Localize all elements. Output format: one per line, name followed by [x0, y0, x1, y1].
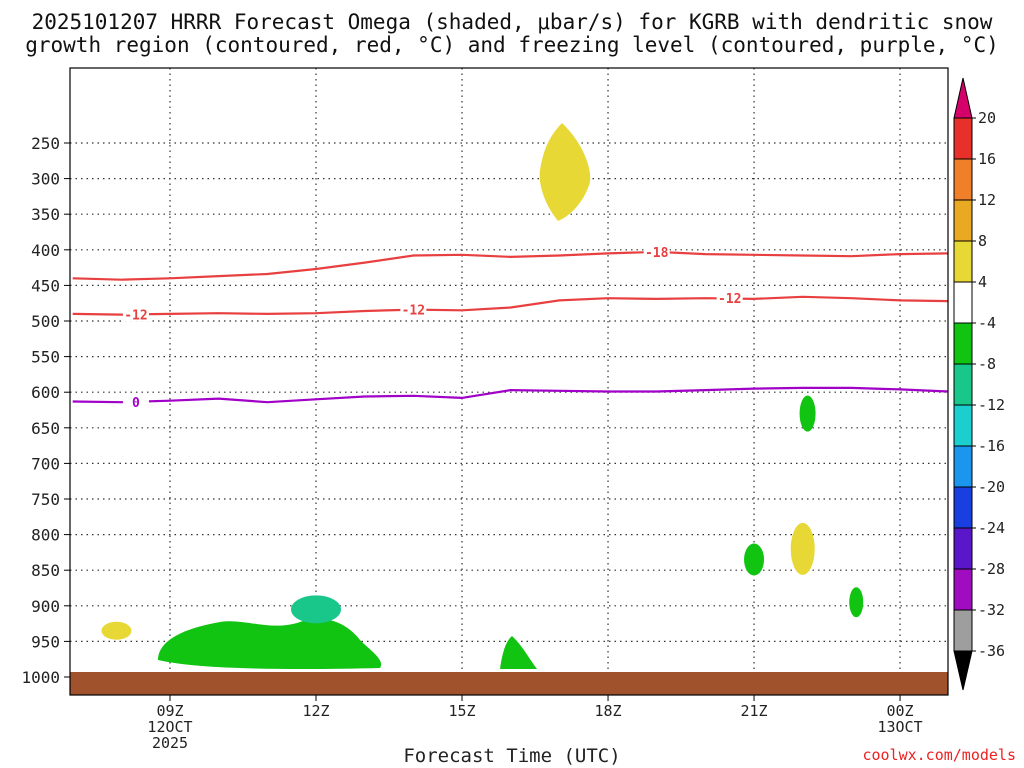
contour-label-2-0: 0 — [132, 396, 140, 411]
colorbar-label-10: -24 — [978, 519, 1005, 537]
omega-region-6 — [799, 395, 816, 432]
y-tick-label-750: 750 — [31, 490, 60, 509]
colorbar-bin-9 — [953, 486, 973, 529]
colorbar-label-2: 12 — [978, 191, 996, 209]
chart-title-line-1: 2025101207 HRRR Forecast Omega (shaded, … — [31, 10, 993, 34]
y-axis: 250 300 350 400 450 500 550 600 650 700 750 800 850 9… — [21, 134, 70, 687]
colorbar-bin-0 — [953, 117, 973, 160]
chart-title-line-2: growth region (contoured, red, °C) and f… — [25, 33, 999, 57]
y-tick-label-650: 650 — [31, 419, 60, 438]
x-axis-title: Forecast Time (UTC) — [403, 745, 621, 767]
y-tick-label-500: 500 — [31, 312, 60, 331]
contour-label-bg-1-0 — [122, 306, 149, 322]
colorbar-label-13: -36 — [978, 642, 1005, 660]
contour-label-1-1: -12 — [402, 304, 425, 319]
colorbar-label-11: -28 — [978, 560, 1005, 578]
contour-label-bg-2-0 — [122, 394, 149, 410]
colorbar-label-6: -8 — [978, 355, 996, 373]
colorbar-label-7: -12 — [978, 396, 1005, 414]
omega-region-8 — [849, 587, 864, 618]
site-credit[interactable]: coolwx.com/models — [862, 746, 1016, 764]
contour-label-0-0: -18 — [645, 246, 669, 261]
contour-0 — [72, 250, 949, 281]
colorbar-label-1: 16 — [978, 150, 996, 168]
contour-label-1-2: -12 — [718, 292, 741, 307]
y-tick-label-800: 800 — [31, 526, 60, 545]
colorbar-bin-8 — [953, 445, 973, 488]
x-tick-label-24-1: 13OCT — [877, 718, 922, 736]
colorbar-label-0: 20 — [978, 109, 996, 127]
contour-label-1-0: -12 — [124, 309, 147, 324]
contour-label-bg-1-2 — [716, 290, 743, 306]
colorbar-bin-12 — [953, 609, 973, 652]
contour-2 — [72, 386, 949, 404]
y-tick-label-350: 350 — [31, 205, 60, 224]
y-tick-label-400: 400 — [31, 241, 60, 260]
y-tick-label-600: 600 — [31, 383, 60, 402]
colorbar-bin-6 — [953, 363, 973, 406]
colorbar-label-3: 8 — [978, 232, 987, 250]
contour-1 — [72, 295, 949, 316]
colorbar-bin-11 — [953, 568, 973, 611]
x-tick-label-9-1: 12OCT — [147, 718, 192, 736]
x-tick-label-15-0: 15Z — [448, 702, 475, 720]
colorbar-label-8: -16 — [978, 437, 1005, 455]
colorbar-bin-4 — [953, 281, 973, 324]
x-tick-label-9-2: 2025 — [152, 734, 188, 752]
y-tick-label-550: 550 — [31, 348, 60, 367]
colorbar-label-5: -4 — [978, 314, 996, 332]
x-tick-label-12-0: 12Z — [302, 702, 329, 720]
colorbar-bin-1 — [953, 158, 973, 201]
omega-region-3 — [158, 618, 382, 670]
contour-lines: -18 -12 -12 -12 0 — [72, 243, 949, 411]
colorbar-bin-2 — [953, 199, 973, 242]
omega-region-0 — [539, 123, 591, 221]
omega-shading — [101, 123, 864, 670]
ground-surface — [70, 672, 948, 695]
y-tick-label-850: 850 — [31, 561, 60, 580]
contour-label-bg-0-0 — [643, 243, 670, 259]
colorbar-bin-10 — [953, 527, 973, 570]
x-tick-label-21-0: 21Z — [740, 702, 767, 720]
colorbar-label-4: 4 — [978, 273, 987, 291]
grid-lines — [70, 68, 948, 695]
colorbar-top-arrow — [953, 77, 973, 119]
colorbar: 20 16 12 8 4 -4 -8 -12 -16 -20 -24 -28 -32 -36 — [953, 77, 1005, 691]
omega-region-4 — [291, 595, 342, 624]
omega-region-2 — [790, 522, 815, 575]
colorbar-label-12: -32 — [978, 601, 1005, 619]
omega-region-7 — [744, 543, 765, 576]
y-tick-label-250: 250 — [31, 134, 60, 153]
y-tick-label-1000: 1000 — [21, 668, 60, 687]
colorbar-bin-3 — [953, 240, 973, 283]
x-tick-label-9-0: 09Z — [156, 702, 183, 720]
y-tick-label-900: 900 — [31, 597, 60, 616]
omega-region-1 — [101, 621, 132, 640]
colorbar-bottom-arrow — [953, 650, 973, 691]
x-tick-label-24-0: 00Z — [887, 702, 914, 720]
colorbar-bin-5 — [953, 322, 973, 365]
y-tick-label-450: 450 — [31, 276, 60, 295]
y-tick-label-300: 300 — [31, 170, 60, 189]
colorbar-bin-7 — [953, 404, 973, 447]
y-tick-label-950: 950 — [31, 632, 60, 651]
contour-label-bg-1-1 — [400, 301, 427, 317]
colorbar-label-9: -20 — [978, 478, 1005, 496]
plot-frame — [69, 67, 949, 696]
x-tick-label-18-0: 18Z — [594, 702, 621, 720]
y-tick-label-700: 700 — [31, 454, 60, 473]
omega-region-5 — [500, 636, 537, 669]
